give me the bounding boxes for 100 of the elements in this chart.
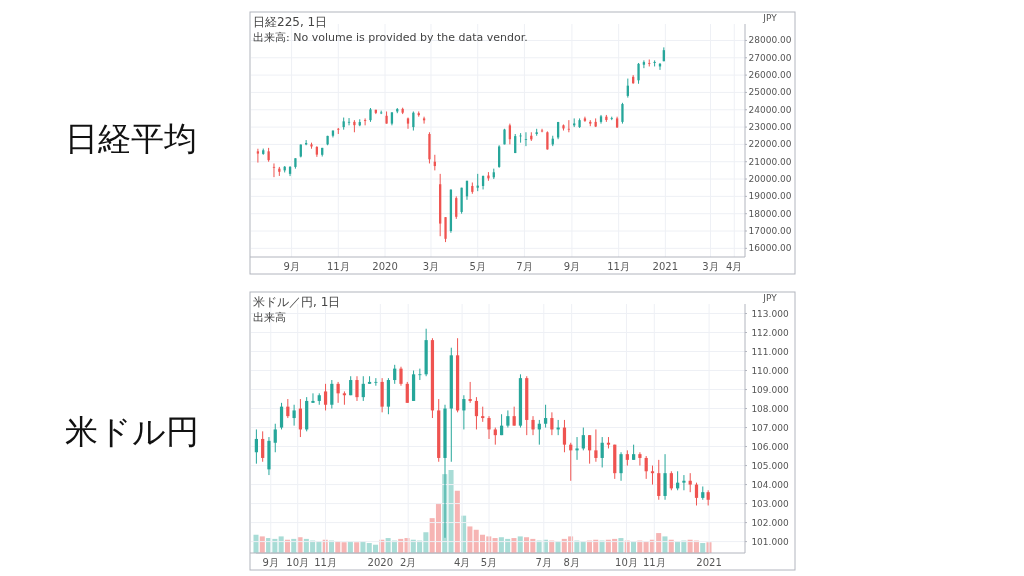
- y-tick-label: 25000.00: [748, 87, 792, 98]
- bar: [656, 533, 662, 553]
- y-axis-title: JPY: [762, 13, 778, 23]
- candlestick: [594, 428, 598, 463]
- bar: [555, 541, 561, 553]
- candlestick: [363, 117, 367, 126]
- chart-subtitle: 米ドル／円, 1日: [253, 295, 341, 309]
- candlestick: [468, 381, 472, 404]
- candlestick: [405, 381, 409, 404]
- y-tick-label: 24000.00: [748, 104, 792, 115]
- y-tick-label: 111.000: [751, 346, 789, 357]
- candlestick: [531, 415, 535, 436]
- candlestick: [330, 379, 334, 410]
- y-tick-label: 17000.00: [748, 226, 792, 237]
- x-tick-label: 10月: [286, 557, 310, 568]
- y-tick-label: 23000.00: [748, 122, 792, 133]
- candlestick: [506, 409, 510, 429]
- candlestick: [619, 451, 623, 482]
- candlestick: [422, 116, 426, 125]
- candlestick: [588, 434, 592, 465]
- annotation: 出来高: No volume is provided by the data vendor.: [253, 31, 528, 44]
- bar: [354, 542, 360, 553]
- candlestick: [261, 430, 265, 463]
- y-tick-label: 21000.00: [748, 156, 792, 167]
- x-tick-label: 2020: [372, 261, 398, 272]
- x-tick-label: 9月: [563, 261, 581, 272]
- candlestick: [512, 406, 516, 427]
- chart-subtitle: 日経225, 1日: [253, 15, 328, 29]
- candlestick: [361, 375, 365, 402]
- y-tick-label: 113.000: [751, 308, 789, 319]
- candlestick: [657, 459, 661, 501]
- x-tick-label: 3月: [422, 261, 440, 272]
- y-tick-label: 110.000: [751, 365, 789, 376]
- candlestick: [694, 482, 699, 506]
- candlestick: [644, 455, 648, 480]
- candlestick: [567, 119, 570, 133]
- x-tick-label: 9月: [262, 557, 279, 568]
- x-tick-label: 7月: [516, 261, 533, 272]
- candlestick: [600, 436, 604, 468]
- x-tick-label: 2020: [367, 557, 394, 568]
- y-tick-label: 104.000: [751, 479, 789, 490]
- candlestick: [355, 375, 359, 402]
- candlestick: [650, 465, 655, 486]
- x-tick-label: 11月: [642, 557, 666, 568]
- x-tick-label: 4月: [453, 557, 471, 568]
- y-tick-label: 27000.00: [748, 52, 792, 63]
- candlestick: [412, 110, 415, 132]
- candlestick: [418, 368, 422, 381]
- x-tick-label: 8月: [563, 557, 580, 568]
- candlestick: [543, 404, 548, 429]
- candlestick: [311, 392, 315, 404]
- candlestick: [524, 131, 528, 147]
- x-tick-label: 2021: [696, 557, 722, 568]
- bar: [700, 543, 706, 553]
- candlestick: [272, 162, 276, 178]
- x-tick-label: 11月: [326, 261, 350, 272]
- x-tick-label: 5月: [469, 261, 486, 272]
- x-tick-label: 4月: [726, 261, 743, 272]
- x-tick-label: 9月: [283, 261, 300, 272]
- candlestick: [256, 148, 260, 164]
- y-tick-label: 106.000: [751, 441, 789, 452]
- y-tick-label: 112.000: [751, 327, 789, 338]
- bar: [253, 534, 259, 553]
- candlestick: [487, 415, 491, 440]
- candlestick: [550, 411, 554, 436]
- candlestick: [347, 117, 351, 126]
- candlestick: [562, 419, 567, 453]
- text: 日経平均: [65, 119, 197, 158]
- x-tick-label: 10月: [615, 557, 638, 568]
- candlestick: [575, 436, 579, 461]
- candlestick: [663, 453, 667, 501]
- candlestick: [688, 472, 692, 493]
- candlestick: [323, 383, 328, 411]
- candlestick: [279, 402, 284, 430]
- candlestick: [642, 59, 646, 69]
- y-tick-label: 107.000: [751, 422, 789, 433]
- y-tick-label: 26000.00: [748, 70, 792, 81]
- candlestick: [254, 428, 259, 465]
- candlestick: [581, 427, 585, 451]
- y-tick-label: 28000.00: [748, 35, 792, 46]
- annotation: 出来高: [253, 311, 286, 324]
- y-tick-label: 105.000: [751, 460, 789, 471]
- x-tick-label: 2021: [652, 261, 679, 272]
- x-tick-label: 11月: [314, 557, 337, 568]
- y-tick-label: 20000.00: [748, 174, 792, 185]
- bar: [467, 526, 473, 553]
- x-tick-label: 11月: [607, 261, 630, 272]
- candlestick: [669, 470, 673, 491]
- candlestick: [682, 474, 686, 491]
- x-tick-label: 3月: [702, 261, 719, 272]
- candlestick: [342, 390, 347, 406]
- y-tick-label: 19000.00: [748, 191, 792, 202]
- y-tick-label: 101.000: [751, 536, 789, 547]
- bar: [454, 490, 460, 553]
- candlestick: [273, 423, 277, 453]
- candlestick: [292, 404, 296, 427]
- x-tick-label: 2月: [399, 557, 417, 568]
- y-axis-title: JPY: [762, 293, 778, 303]
- candlestick: [637, 62, 640, 85]
- bar: [448, 470, 454, 553]
